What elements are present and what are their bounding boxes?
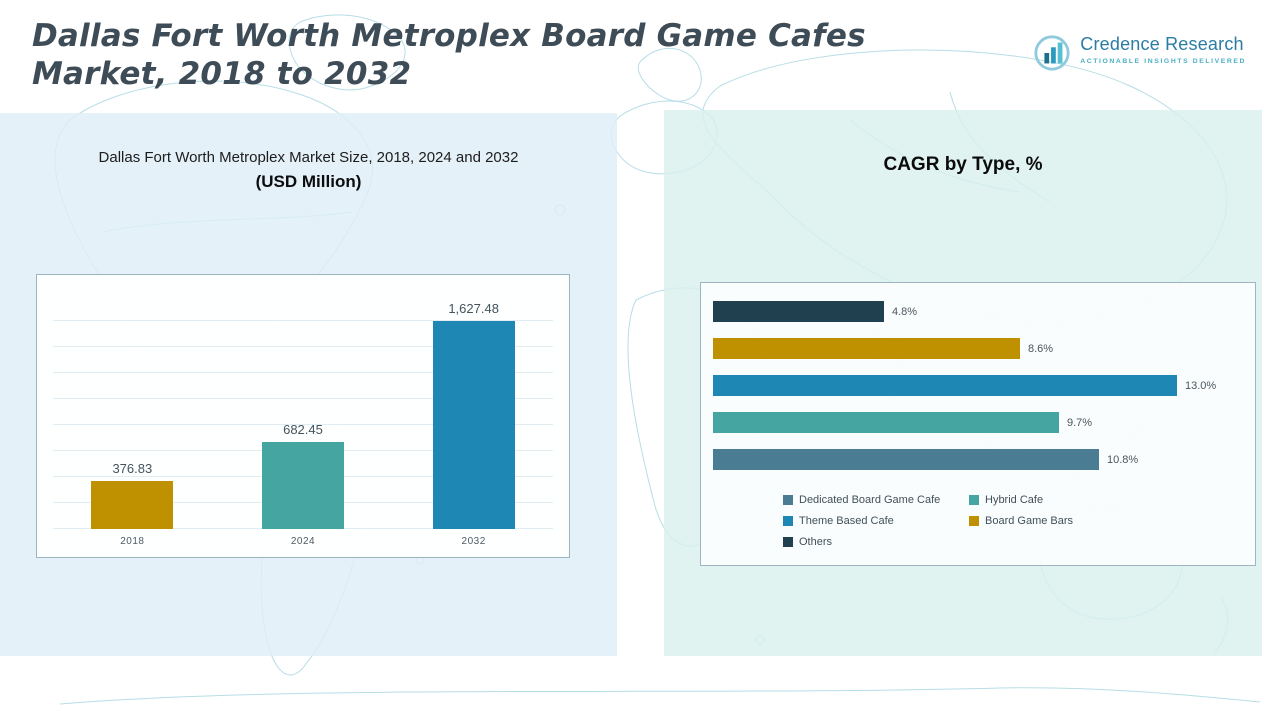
bar-value-label: 4.8%	[892, 305, 918, 318]
bar-chart-logo-icon	[1034, 35, 1070, 71]
legend-label: Theme Based Cafe	[799, 515, 894, 527]
bar-value-label: 376.83	[112, 461, 153, 476]
legend-label: Others	[799, 536, 833, 548]
market-size-chart: 376.83 2018 682.45 2024 1,627.48 2032	[36, 274, 570, 558]
page-title-line2: Market, 2018 to 2032	[32, 55, 412, 92]
page-title: Dallas Fort Worth Metroplex Board Game C…	[32, 18, 932, 94]
bar-row-hybrid-cafe: 9.7%	[711, 404, 1245, 441]
legend-swatch	[969, 516, 979, 526]
bar-theme-based-cafe	[713, 375, 1177, 396]
market-size-subtitle: Dallas Fort Worth Metroplex Market Size,…	[98, 149, 519, 166]
cagr-panel: CAGR by Type, % 4.8% 8.6% 13.0% 9.7% 10.8% D…	[664, 110, 1262, 656]
bar-2018	[91, 481, 174, 529]
bar-value-label: 1,627.48	[448, 301, 499, 316]
legend-swatch	[969, 495, 979, 505]
header: Dallas Fort Worth Metroplex Board Game C…	[0, 0, 1280, 112]
legend-item-board-game-bars: Board Game Bars	[969, 515, 1169, 527]
bar-others	[713, 301, 884, 322]
legend-item-others: Others	[783, 536, 969, 548]
cagr-title: CAGR by Type, %	[883, 154, 1043, 175]
legend-item-dedicated-board-game-cafe: Dedicated Board Game Cafe	[783, 494, 969, 506]
market-size-unit: (USD Million)	[255, 172, 362, 191]
legend-swatch	[783, 495, 793, 505]
brand-logo: Credence Research Actionable Insights De…	[1033, 34, 1246, 72]
page-title-line1: Dallas Fort Worth Metroplex Board Game C…	[32, 18, 866, 54]
bar-value-label: 8.6%	[1028, 342, 1054, 355]
legend-label: Board Game Bars	[985, 515, 1074, 527]
brand-tagline: Actionable Insights Delivered	[1080, 58, 1246, 65]
bar-dedicated-board-game-cafe	[713, 449, 1099, 470]
brand-text: Credence Research Actionable Insights De…	[1080, 34, 1246, 65]
legend-swatch	[783, 516, 793, 526]
legend-label: Hybrid Cafe	[985, 494, 1044, 506]
cagr-legend: Dedicated Board Game Cafe Hybrid Cafe Them…	[783, 494, 1245, 548]
bar-value-label: 9.7%	[1067, 416, 1093, 429]
market-size-panel: Dallas Fort Worth Metroplex Market Size,…	[0, 113, 617, 656]
brand-name: Credence Research	[1080, 34, 1244, 54]
bar-2024	[261, 442, 344, 529]
market-size-plot-area: 376.83 2018 682.45 2024 1,627.48 2032	[47, 297, 559, 551]
bar-row-theme-based-cafe: 13.0%	[711, 367, 1245, 404]
x-axis-label: 2024	[290, 536, 316, 547]
bar-row-board-game-bars: 8.6%	[711, 330, 1245, 367]
bar-row-others: 4.8%	[711, 293, 1245, 330]
cagr-plot-area: 4.8% 8.6% 13.0% 9.7% 10.8%	[711, 293, 1245, 478]
x-axis-label: 2032	[461, 536, 486, 547]
bar-group-2018: 376.83 2018	[91, 297, 174, 551]
bar-board-game-bars	[713, 338, 1020, 359]
bar-2032	[432, 321, 515, 529]
legend-item-hybrid-cafe: Hybrid Cafe	[969, 494, 1169, 506]
x-axis-label: 2018	[120, 536, 145, 547]
bar-value-label: 13.0%	[1185, 379, 1217, 392]
bar-hybrid-cafe	[713, 412, 1059, 433]
bar-value-label: 682.45	[283, 422, 323, 437]
legend-label: Dedicated Board Game Cafe	[799, 494, 941, 506]
bar-group-2032: 1,627.48 2032	[432, 297, 515, 551]
bar-value-label: 10.8%	[1107, 453, 1139, 466]
legend-swatch	[783, 537, 793, 547]
cagr-chart: 4.8% 8.6% 13.0% 9.7% 10.8% Dedicated Board G…	[700, 282, 1256, 566]
legend-item-theme-based-cafe: Theme Based Cafe	[783, 515, 969, 527]
bar-row-dedicated-board-game-cafe: 10.8%	[711, 441, 1245, 478]
bar-group-2024: 682.45 2024	[261, 297, 344, 551]
